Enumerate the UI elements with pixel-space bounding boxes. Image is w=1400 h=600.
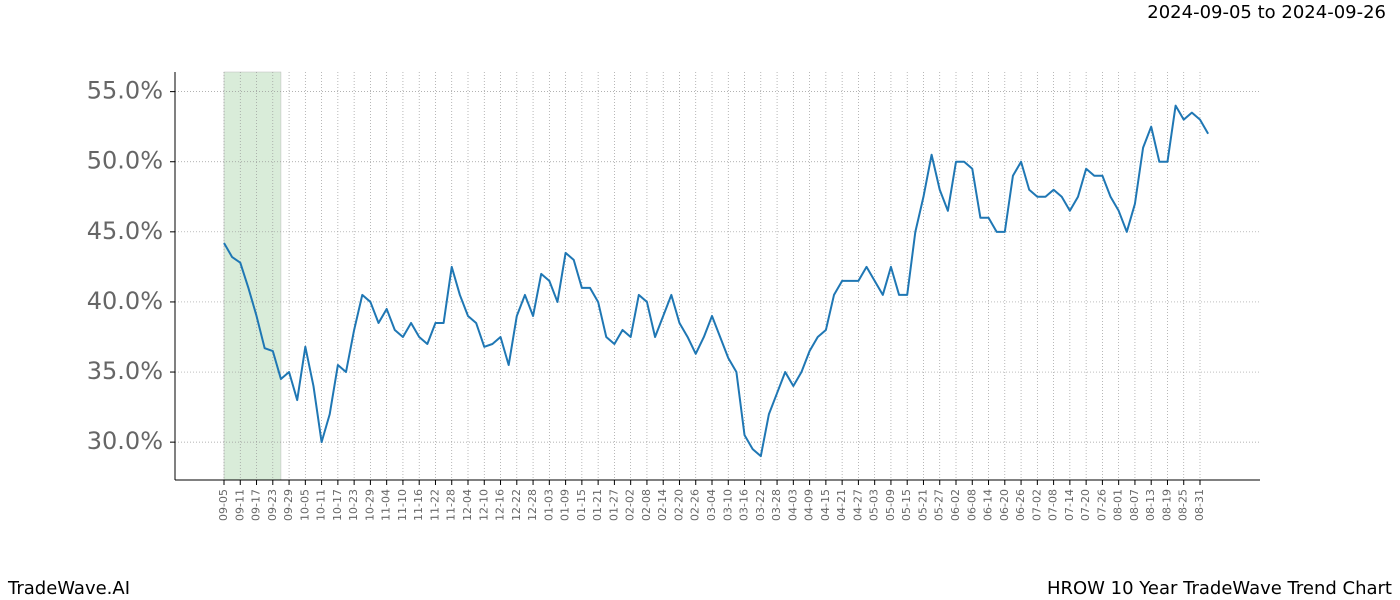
x-tick-label: 05-21: [916, 489, 929, 521]
x-tick-label: 12-04: [461, 489, 474, 521]
x-tick-label: 10-29: [363, 489, 376, 521]
x-tick-label: 02-14: [656, 489, 669, 521]
x-tick-label: 07-26: [1095, 489, 1108, 521]
x-tick-label: 04-09: [803, 489, 816, 521]
x-tick-label: 03-28: [770, 489, 783, 521]
x-tick-label: 06-14: [982, 489, 995, 521]
x-tick-label: 03-04: [705, 489, 718, 521]
y-tick-label: 50.0%: [87, 147, 163, 175]
x-tick-label: 08-01: [1112, 489, 1125, 521]
x-tick-label: 02-02: [624, 489, 637, 521]
y-tick-label: 30.0%: [87, 427, 163, 455]
x-tick-label: 01-09: [559, 489, 572, 521]
x-tick-label: 08-19: [1160, 489, 1173, 521]
y-tick-label: 55.0%: [87, 77, 163, 105]
x-tick-label: 01-15: [575, 489, 588, 521]
x-tick-label: 10-23: [347, 489, 360, 521]
x-tick-label: 05-15: [900, 489, 913, 521]
x-tick-label: 07-08: [1047, 489, 1060, 521]
chart-caption: HROW 10 Year TradeWave Trend Chart: [1047, 578, 1392, 599]
x-tick-label: 04-27: [851, 489, 864, 521]
y-tick-label: 45.0%: [87, 217, 163, 245]
x-tick-label: 11-28: [445, 489, 458, 521]
y-tick-label: 40.0%: [87, 287, 163, 315]
x-tick-label: 12-28: [526, 489, 539, 521]
x-tick-label: 01-21: [591, 489, 604, 521]
x-tick-label: 08-13: [1144, 489, 1157, 521]
y-tick-label: 35.0%: [87, 357, 163, 385]
x-tick-label: 12-22: [510, 489, 523, 521]
x-tick-label: 07-14: [1063, 489, 1076, 521]
x-tick-label: 10-05: [298, 489, 311, 521]
x-tick-label: 11-22: [428, 489, 441, 521]
x-tick-label: 04-15: [819, 489, 832, 521]
x-tick-label: 04-03: [786, 489, 799, 521]
x-tick-label: 12-10: [477, 489, 490, 521]
x-tick-label: 05-03: [868, 489, 881, 521]
x-tick-label: 06-08: [965, 489, 978, 521]
x-tick-label: 10-11: [315, 489, 328, 521]
x-tick-label: 10-17: [331, 489, 344, 521]
x-tick-label: 07-20: [1079, 489, 1092, 521]
x-tick-label: 11-04: [380, 489, 393, 521]
x-tick-label: 03-10: [721, 489, 734, 521]
x-tick-label: 03-22: [754, 489, 767, 521]
x-tick-label: 09-17: [250, 489, 263, 521]
x-tick-label: 11-10: [396, 489, 409, 521]
x-tick-label: 06-20: [998, 489, 1011, 521]
x-tick-label: 06-26: [1014, 489, 1027, 521]
x-tick-label: 09-23: [266, 489, 279, 521]
x-tick-label: 09-29: [282, 489, 295, 521]
x-tick-label: 08-31: [1193, 489, 1206, 521]
x-tick-label: 11-16: [412, 489, 425, 521]
x-tick-label: 08-07: [1128, 489, 1141, 521]
highlight-band: [223, 71, 282, 481]
x-tick-label: 02-20: [672, 489, 685, 521]
x-tick-label: 12-16: [494, 489, 507, 521]
brand: TradeWave.AI: [7, 578, 130, 599]
x-tick-label: 09-05: [217, 489, 230, 521]
x-tick-label: 03-16: [738, 489, 751, 521]
x-tick-label: 02-26: [689, 489, 702, 521]
x-tick-label: 01-27: [607, 489, 620, 521]
x-tick-label: 06-02: [949, 489, 962, 521]
x-tick-label: 04-21: [835, 489, 848, 521]
x-tick-label: 02-08: [640, 489, 653, 521]
x-tick-label: 07-02: [1030, 489, 1043, 521]
x-tick-label: 01-03: [542, 489, 555, 521]
x-tick-label: 05-27: [933, 489, 946, 521]
x-tick-label: 08-25: [1177, 489, 1190, 521]
date-range: 2024-09-05 to 2024-09-26: [1147, 2, 1386, 23]
x-tick-label: 09-11: [233, 489, 246, 521]
x-tick-label: 05-09: [884, 489, 897, 521]
trend-line: [223, 104, 1209, 458]
